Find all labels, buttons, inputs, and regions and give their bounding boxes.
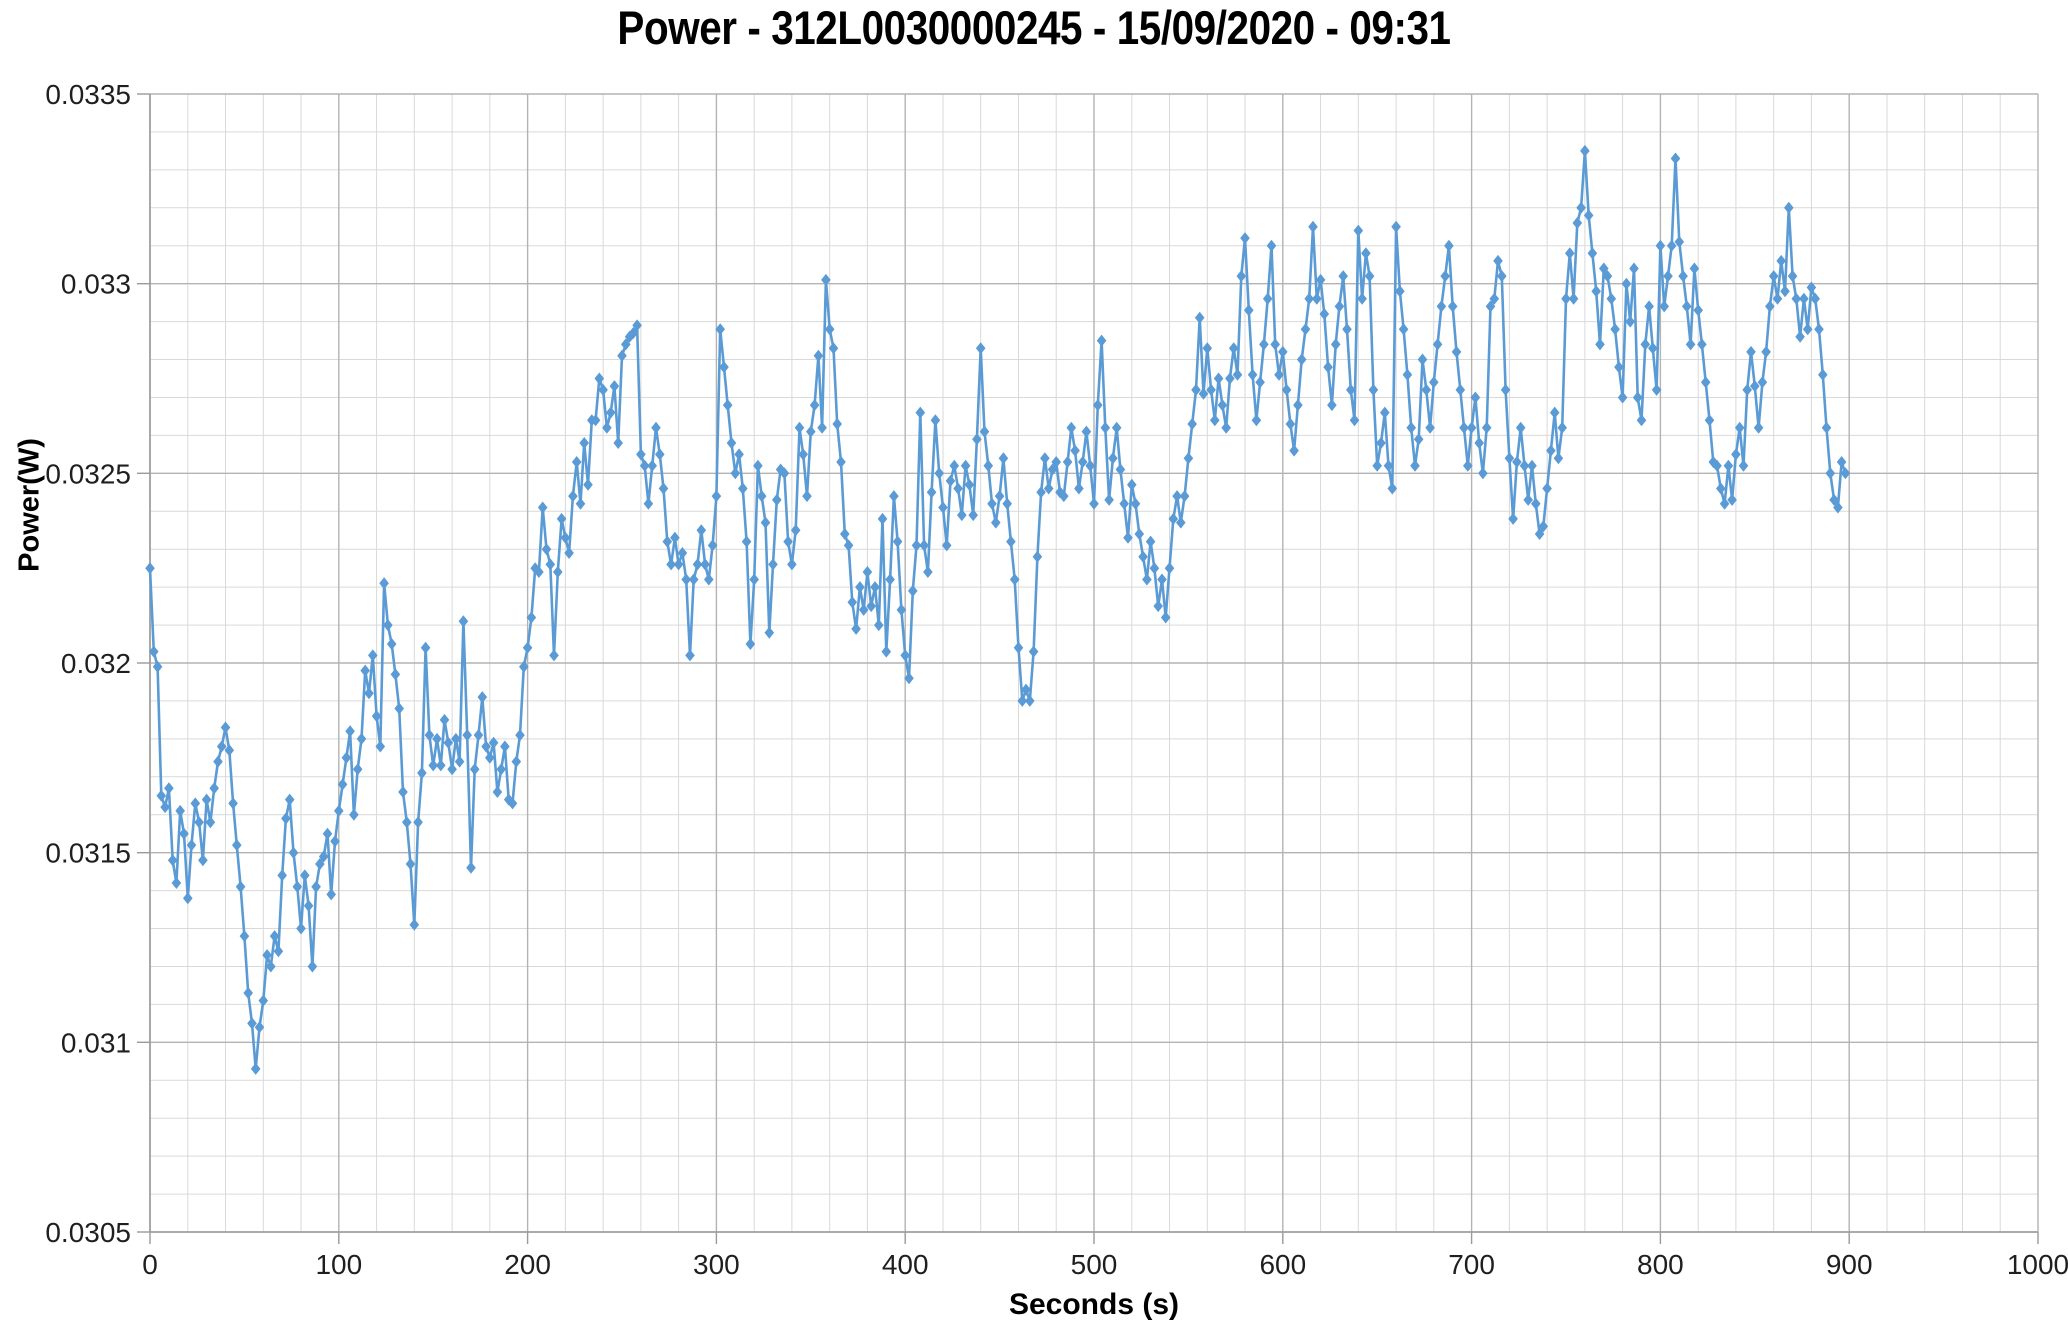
x-tick-label: 700 [1448, 1249, 1495, 1280]
x-tick-label: 1000 [2007, 1249, 2068, 1280]
x-tick-label: 600 [1259, 1249, 1306, 1280]
x-axis-title: Seconds (s) [1008, 1288, 1180, 1321]
x-tick-label: 400 [882, 1249, 929, 1280]
y-tick-label: 0.0305 [45, 1217, 131, 1248]
y-tick-label: 0.031 [61, 1027, 131, 1058]
x-tick-label: 200 [504, 1249, 551, 1280]
series-markers [145, 144, 1851, 1075]
y-tick-label: 0.0315 [45, 838, 131, 869]
y-tick-label: 0.0335 [45, 79, 131, 110]
x-tick-label: 800 [1637, 1249, 1684, 1280]
x-tick-label: 900 [1826, 1249, 1873, 1280]
x-tick-label: 300 [693, 1249, 740, 1280]
x-tick-label: 500 [1071, 1249, 1118, 1280]
series-line [148, 149, 1847, 1071]
y-tick-label: 0.032 [61, 648, 131, 679]
chart-title: Power - 312L0030000245 - 15/09/2020 - 09… [617, 1, 1451, 54]
y-tick-label: 0.0325 [45, 458, 131, 489]
y-tick-label: 0.033 [61, 269, 131, 300]
x-tick-label: 0 [142, 1249, 158, 1280]
x-tick-label: 100 [315, 1249, 362, 1280]
